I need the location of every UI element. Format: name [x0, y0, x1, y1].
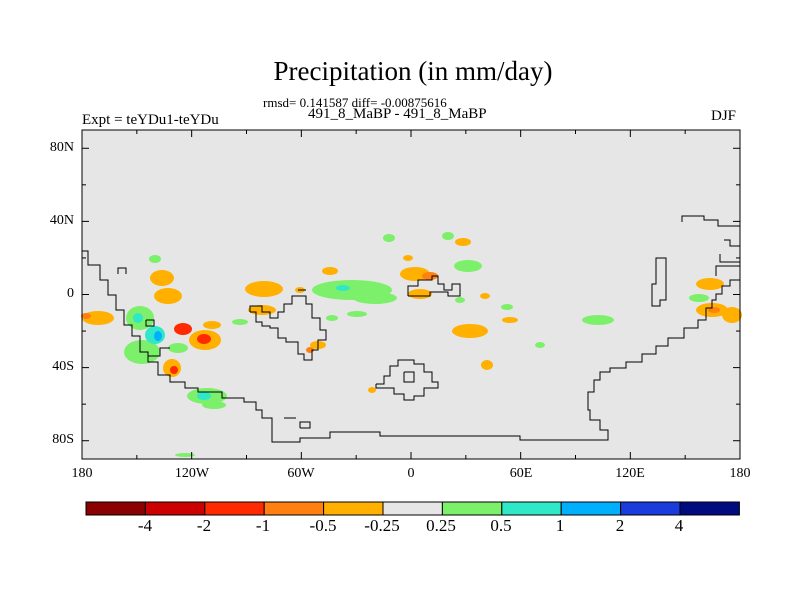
lon-label-60e: 60E: [509, 466, 533, 481]
colorbar-label: 1: [555, 516, 565, 535]
anomaly-region: [383, 234, 395, 242]
anomaly-region: [154, 331, 162, 341]
colorbar-swatch: [679, 501, 740, 516]
coastline-central: [249, 295, 327, 361]
colorbar-label: -1: [255, 516, 271, 535]
lon-label-120w: 120W: [174, 466, 210, 481]
coastline-west-inner: [117, 267, 127, 274]
colorbar-swatch: [323, 501, 384, 516]
anomaly-region: [326, 315, 338, 321]
anomaly-region: [535, 342, 545, 348]
lon-label-180w: 180: [71, 466, 93, 481]
anomaly-region: [422, 272, 438, 280]
anomaly-region: [722, 307, 742, 323]
anomaly-region: [582, 315, 614, 325]
colorbar-swatch: [144, 501, 206, 516]
anomaly-region: [203, 321, 221, 329]
anomaly-region: [245, 281, 283, 297]
coastline-ring: [375, 359, 439, 401]
anomaly-region: [455, 238, 471, 246]
lat-label-80s: 80S: [52, 432, 74, 447]
lat-label-80n: 80N: [49, 140, 74, 155]
anomaly-region: [232, 319, 248, 325]
anomaly-region: [442, 232, 454, 240]
anomaly-region: [403, 255, 413, 261]
colorbar-label: -0.25: [364, 516, 400, 535]
anomaly-region: [170, 366, 178, 374]
colorbar-label: -2: [196, 516, 212, 535]
lon-label-120e: 120E: [615, 466, 645, 481]
colorbar: [85, 501, 740, 516]
coastline-southwest: [147, 279, 740, 443]
anomaly-region: [452, 324, 488, 338]
anomaly-region: [322, 267, 338, 275]
coastline-east-b: [724, 239, 740, 247]
lat-label-40s: 40S: [52, 359, 74, 374]
anomaly-region: [689, 294, 709, 302]
coastline-east-d: [651, 257, 667, 307]
colorbar-swatch: [204, 501, 265, 516]
anomaly-region: [197, 392, 211, 400]
colorbar-label: -0.5: [309, 516, 337, 535]
anomaly-region: [168, 343, 188, 353]
colorbar-swatch: [501, 501, 562, 516]
anomaly-region: [501, 304, 513, 310]
coastline-ring-inner: [403, 371, 415, 383]
anomaly-region: [481, 360, 493, 370]
coastline-west: [82, 250, 170, 357]
season-label: DJF: [711, 108, 737, 124]
anomaly-region: [368, 387, 376, 393]
anomaly-region: [197, 334, 211, 344]
anomaly-region: [175, 453, 195, 457]
lat-label-0: 0: [67, 286, 74, 301]
plot-title: Precipitation (in mm/day): [273, 56, 553, 86]
anomaly-region: [202, 401, 226, 409]
anomaly-region: [400, 267, 430, 281]
colorbar-swatch: [382, 501, 443, 516]
anomaly-region: [353, 292, 397, 304]
colorbar-label: 0.25: [426, 516, 456, 535]
colorbar-swatch: [441, 501, 503, 516]
anomaly-region: [480, 293, 490, 299]
anomaly-region: [133, 313, 143, 323]
lon-label-0: 0: [407, 466, 415, 481]
colorbar-swatch: [263, 501, 325, 516]
experiment-label: Expt = teYDu1-teYDu: [82, 112, 219, 128]
colorbar-swatch: [620, 501, 681, 516]
axis-ticks: [81, 130, 741, 459]
colorbar-label: 2: [615, 516, 625, 535]
anomaly-region: [174, 323, 192, 335]
coastlines: [82, 215, 740, 443]
coastline-island: [145, 319, 155, 327]
colorbar-swatch: [85, 501, 146, 516]
anomaly-region: [154, 288, 182, 304]
anomaly-region: [149, 255, 161, 263]
anomaly-region: [81, 313, 91, 319]
colorbar-label: 4: [674, 516, 684, 535]
coastline-east-c: [719, 254, 740, 263]
anomaly-region: [347, 311, 367, 317]
colorbar-swatch: [560, 501, 622, 516]
anomaly-region: [502, 317, 518, 323]
anomaly-region: [454, 260, 482, 272]
colorbar-label: 0.5: [490, 516, 512, 535]
anomaly-region: [696, 278, 724, 290]
stats-line: rmsd= 0.141587 diff= -0.00875616: [263, 95, 447, 110]
coastline-north-atlantic: [407, 275, 461, 297]
anomaly-region: [408, 289, 432, 299]
coastline-east: [681, 215, 740, 227]
anomaly-region: [150, 270, 174, 286]
lat-label-40n: 40N: [49, 213, 74, 228]
coastline-east-e: [715, 265, 740, 276]
anomaly-region: [336, 285, 350, 291]
anomaly-region: [455, 297, 465, 303]
coastline-south-island: [299, 421, 311, 429]
colorbar-label: -4: [137, 516, 153, 535]
period-label: 491_8_MaBP - 491_8_MaBP: [308, 106, 487, 122]
lon-label-60w: 60W: [287, 466, 315, 481]
lon-label-180e: 180: [729, 466, 751, 481]
